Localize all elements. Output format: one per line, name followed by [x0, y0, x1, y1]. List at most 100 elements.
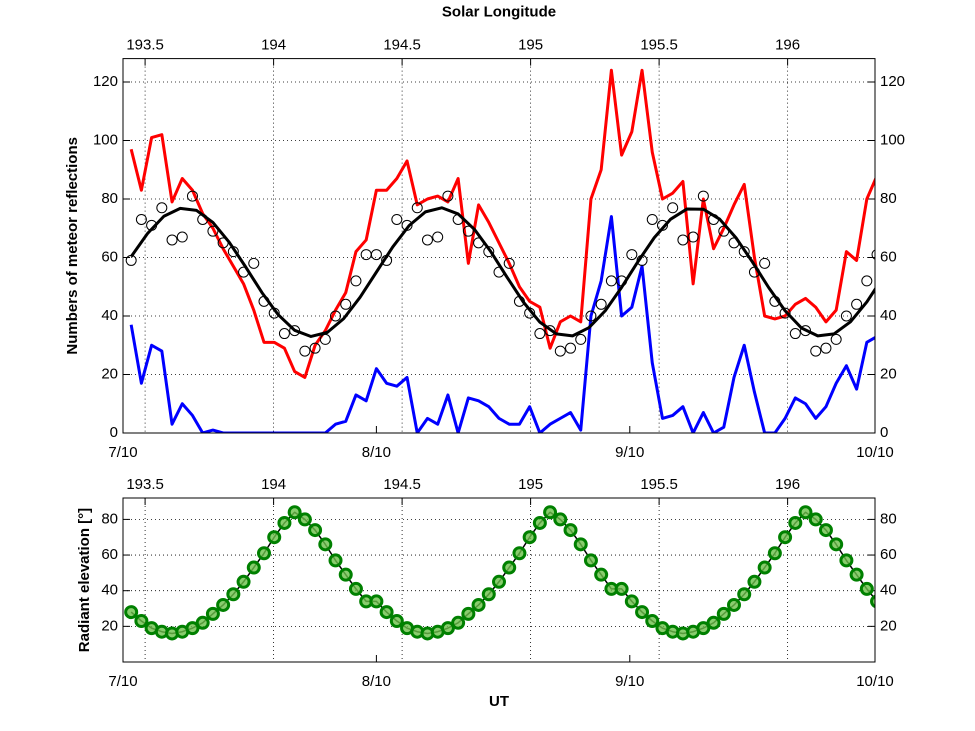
y-tick-label-right: 120 — [880, 73, 905, 90]
data-point — [268, 307, 280, 319]
data-point — [236, 574, 251, 589]
data-point — [575, 333, 587, 345]
data-point — [166, 234, 178, 246]
data-point — [737, 587, 752, 602]
x-tick-label: 10/10 — [856, 444, 894, 461]
data-point — [308, 523, 323, 538]
x2-tick-label: 196 — [775, 37, 800, 54]
data-point — [687, 231, 699, 243]
data-point — [839, 553, 854, 568]
x-tick-label: 9/10 — [615, 673, 644, 690]
data-point — [594, 567, 609, 582]
data-point — [851, 298, 863, 310]
data-point — [769, 295, 781, 307]
y-tick-label-right: 20 — [880, 365, 897, 382]
data-point — [216, 597, 231, 612]
data-point — [513, 295, 525, 307]
data-point — [227, 246, 239, 258]
data-point — [442, 190, 454, 202]
x2-tick-label: 195.5 — [640, 476, 678, 493]
data-point — [626, 249, 638, 261]
series-line — [129, 215, 875, 433]
data-point — [440, 621, 455, 636]
data-point — [718, 225, 730, 237]
y-tick-label: 60 — [101, 248, 118, 265]
y-tick-label-right: 80 — [880, 190, 897, 207]
x2-tick-label: 196 — [775, 476, 800, 493]
data-point — [800, 325, 812, 337]
data-point — [616, 275, 628, 287]
series-layer — [125, 68, 875, 433]
data-point — [696, 621, 711, 636]
y-tick-label: 0 — [110, 424, 118, 441]
data-point — [205, 606, 220, 621]
data-point — [492, 574, 506, 589]
y-tick-label: 60 — [101, 546, 118, 563]
data-point — [624, 594, 639, 609]
data-point — [483, 246, 495, 258]
data-point — [391, 213, 403, 225]
y-tick-label: 20 — [101, 365, 118, 382]
data-point — [195, 615, 210, 630]
data-point — [798, 505, 813, 520]
x2-axis-label: Solar Longitude — [442, 4, 556, 21]
data-point — [614, 581, 629, 596]
y-tick-label: 100 — [93, 131, 118, 148]
data-point — [656, 219, 668, 231]
x2-tick-label: 193.5 — [126, 37, 164, 54]
data-point — [185, 621, 200, 636]
data-point — [636, 254, 648, 266]
data-point — [289, 325, 301, 337]
data-point — [146, 219, 158, 231]
data-point — [716, 606, 731, 621]
data-point — [667, 202, 679, 214]
data-point — [124, 605, 139, 620]
x2-tick-label: 195 — [518, 37, 543, 54]
y-tick-label-right: 40 — [880, 582, 897, 599]
x2-tick-label: 194.5 — [383, 37, 421, 54]
data-point — [226, 587, 241, 602]
x-tick-label: 7/10 — [108, 673, 137, 690]
data-point — [503, 257, 515, 269]
x2-tick-label: 195 — [518, 476, 543, 493]
axes-box — [122, 497, 876, 663]
data-point — [473, 237, 485, 249]
data-point — [747, 574, 762, 589]
data-point — [829, 537, 844, 552]
data-point — [789, 328, 801, 340]
data-point — [330, 310, 342, 322]
data-point — [840, 310, 852, 322]
data-point — [727, 597, 741, 612]
data-point — [176, 231, 188, 243]
data-point — [421, 234, 433, 246]
data-point — [757, 560, 772, 575]
data-point — [338, 567, 353, 582]
data-point — [389, 614, 404, 628]
data-point — [573, 537, 588, 552]
data-point — [277, 515, 292, 530]
data-point — [583, 553, 598, 568]
data-point — [156, 202, 168, 214]
data-point — [706, 615, 721, 630]
x-tick-label: 8/10 — [362, 673, 391, 690]
x-tick-label: 8/10 — [362, 444, 391, 461]
data-point — [543, 505, 558, 520]
data-point — [319, 333, 331, 345]
data-point — [779, 307, 791, 319]
data-point — [728, 237, 740, 249]
x-tick-label: 10/10 — [856, 673, 894, 690]
x-tick-label: 7/10 — [108, 444, 137, 461]
data-point — [820, 342, 832, 354]
data-point — [532, 515, 547, 530]
x2-tick-label: 194 — [261, 476, 286, 493]
data-point — [134, 614, 149, 628]
data-point — [870, 594, 875, 609]
data-point — [381, 254, 393, 266]
data-point — [818, 523, 833, 538]
data-point — [348, 581, 363, 596]
data-point — [738, 246, 750, 258]
data-point — [207, 225, 219, 237]
x2-tick-label: 193.5 — [126, 476, 164, 493]
data-point — [471, 597, 486, 612]
